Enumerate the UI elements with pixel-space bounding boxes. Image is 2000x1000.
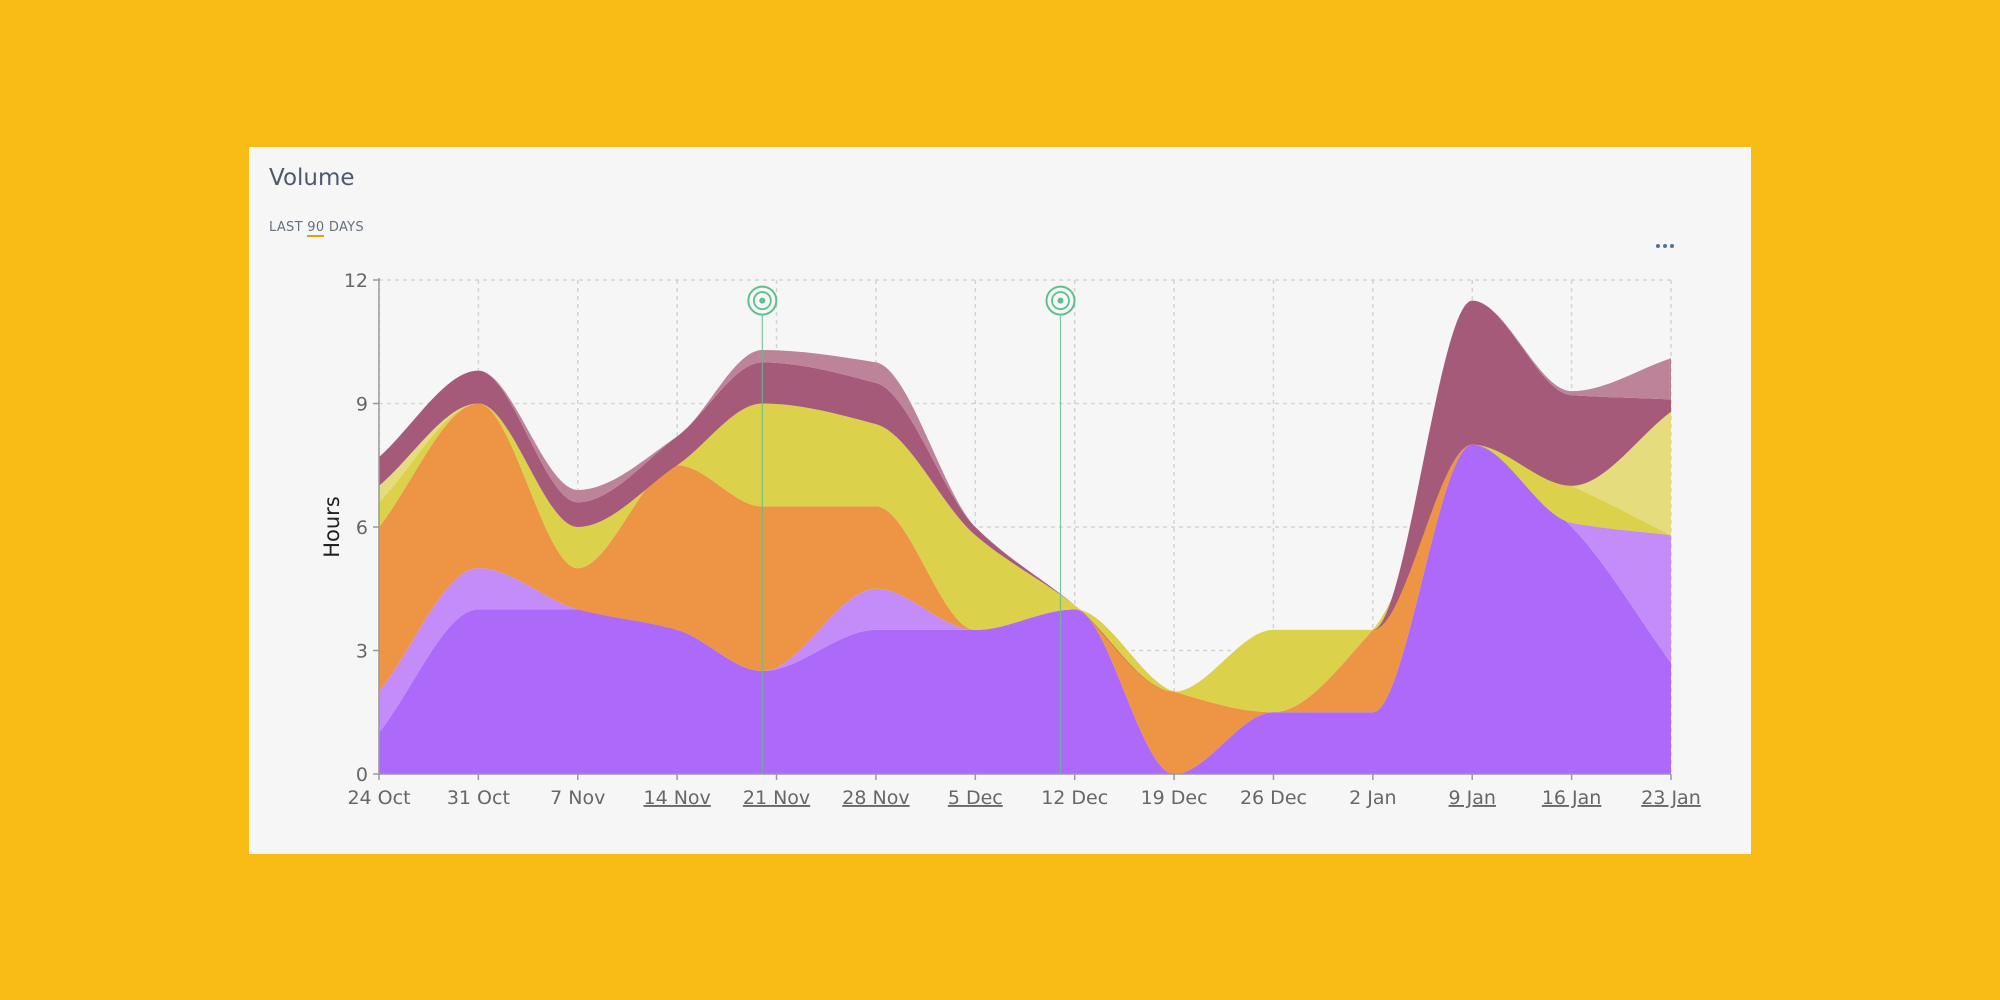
x-tick-label: 9 Jan <box>1449 787 1496 809</box>
x-tick-label: 24 Oct <box>347 787 410 809</box>
annotation-marker <box>1045 285 1076 774</box>
y-tick-label: 0 <box>356 764 368 786</box>
y-tick-label: 12 <box>344 270 368 292</box>
date-range-label: LAST 90 DAYS <box>269 220 364 237</box>
x-tick-label: 28 Nov <box>842 787 909 809</box>
subtitle-prefix: LAST <box>269 220 303 235</box>
more-dot <box>1670 244 1674 248</box>
x-tick-label: 19 Dec <box>1141 787 1208 809</box>
more-horizontal-icon <box>1656 244 1660 248</box>
area-series-1 <box>379 444 1671 774</box>
x-tick-label: 26 Dec <box>1240 787 1307 809</box>
x-tick-label: 7 Nov <box>550 787 605 809</box>
x-tick-label: 16 Jan <box>1542 787 1602 809</box>
date-range-days[interactable]: 90 <box>307 220 325 237</box>
annotation-ring <box>1051 291 1070 310</box>
x-tick-label: 12 Dec <box>1041 787 1108 809</box>
more-options-button[interactable] <box>1651 237 1679 255</box>
annotation-marker <box>747 285 778 774</box>
area-series-6 <box>379 300 1671 692</box>
annotation-ring <box>752 291 772 310</box>
volume-card: Volume LAST 90 DAYS 0 3 6 9 12 24 Oct 31 Oct 7 … <box>249 147 1751 854</box>
x-tick-label: 14 Nov <box>643 787 710 809</box>
x-tick-label: 23 Jan <box>1641 787 1701 809</box>
y-axis-label: Hours <box>320 496 344 558</box>
card-title: Volume <box>269 165 355 191</box>
y-tick-label: 3 <box>356 641 368 663</box>
y-tick-label: 6 <box>356 517 368 539</box>
annotation-dot <box>759 297 766 304</box>
x-tick-label: 21 Nov <box>743 787 810 809</box>
x-tick-label: 31 Oct <box>447 787 510 809</box>
x-tick-label: 5 Dec <box>948 787 1003 809</box>
volume-chart: 0 3 6 9 12 24 Oct 31 Oct 7 Nov 14 Nov 21 Nov 28 No… <box>320 270 1701 809</box>
series-areas <box>379 300 1671 774</box>
area-series-3 <box>379 403 1671 774</box>
area-series-4 <box>379 403 1671 713</box>
y-tick-label: 9 <box>356 394 368 416</box>
more-dot <box>1663 244 1667 248</box>
subtitle-suffix: DAYS <box>328 220 364 235</box>
annotation-dot <box>1057 297 1064 304</box>
x-tick-label: 2 Jan <box>1349 787 1396 809</box>
